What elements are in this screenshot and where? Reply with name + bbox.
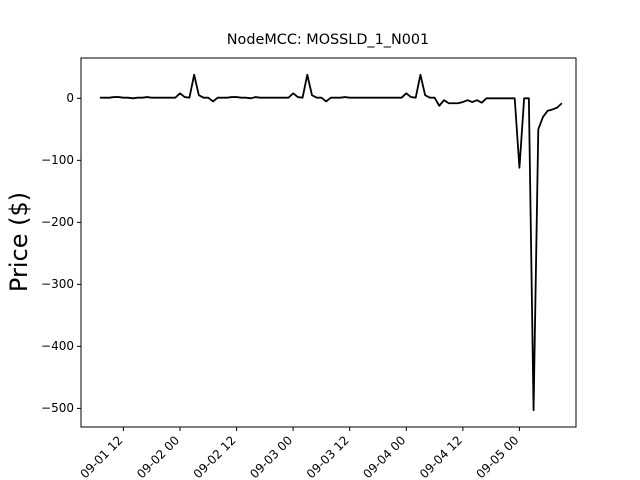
chart-title: NodeMCC: MOSSLD_1_N001: [227, 32, 429, 48]
plot-frame: [80, 57, 577, 428]
y-tick-label: −200: [41, 215, 74, 229]
y-axis-label: Price ($): [5, 192, 33, 292]
y-tick-label: −100: [41, 153, 74, 167]
y-tick-label: −400: [41, 339, 74, 353]
price-line: [99, 73, 563, 412]
y-tick-label: 0: [66, 91, 74, 105]
y-tick-label: −300: [41, 277, 74, 291]
y-tick-label: −500: [41, 401, 74, 415]
